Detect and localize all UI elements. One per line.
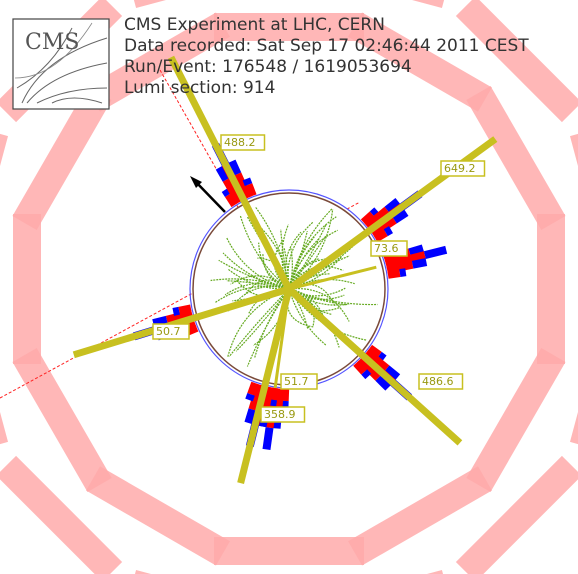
jet-label: 649.2 xyxy=(440,160,486,177)
lumi-section: Lumi section: 914 xyxy=(124,78,276,98)
svg-text:73.6: 73.6 xyxy=(374,242,399,255)
muon-chamber xyxy=(569,297,578,450)
track xyxy=(288,230,308,290)
track xyxy=(228,288,290,357)
muon-chamber xyxy=(537,214,565,364)
jet-label: 358.9 xyxy=(260,406,306,423)
muon-chamber xyxy=(214,537,364,565)
jet-label: 488.2 xyxy=(220,134,266,151)
muon-chamber xyxy=(569,128,578,281)
jet-line xyxy=(72,285,291,359)
jet-line xyxy=(167,55,293,291)
svg-text:486.6: 486.6 xyxy=(422,375,454,388)
muon-chamber xyxy=(466,86,566,230)
calo-tower xyxy=(387,268,407,279)
muon-chamber xyxy=(348,12,492,112)
track xyxy=(288,288,347,306)
jet-label: 486.6 xyxy=(418,373,464,390)
muon-chamber xyxy=(86,466,230,566)
calo-tower xyxy=(215,165,243,205)
calo-tower xyxy=(172,304,192,316)
jet-line xyxy=(288,265,377,291)
muon-chamber xyxy=(466,348,566,492)
track xyxy=(218,259,290,290)
track xyxy=(280,229,290,290)
track xyxy=(246,288,290,367)
muon-chamber xyxy=(128,0,281,9)
muon-chamber xyxy=(0,128,9,281)
recorded-date: Data recorded: Sat Sep 17 02:46:44 2011 … xyxy=(124,36,529,56)
calo-tower xyxy=(364,348,401,381)
svg-text:358.9: 358.9 xyxy=(264,408,296,421)
run-event: Run/Event: 176548 / 1619053694 xyxy=(124,57,412,77)
jet-label: 73.6 xyxy=(370,240,408,257)
calo-tower xyxy=(364,197,401,230)
met-arrow xyxy=(190,176,226,213)
jet-line xyxy=(286,286,463,446)
cms-logo-text: CMS xyxy=(25,30,80,55)
calo-tower xyxy=(357,356,391,391)
track xyxy=(288,235,327,290)
jet-labels: 488.2 649.2 73.6 50.7 51.7 358.9 486.6 xyxy=(152,134,486,423)
event-info: CMS Experiment at LHC, CERN Data recorde… xyxy=(124,15,574,99)
calo-tower xyxy=(370,209,409,238)
muon-chamber xyxy=(13,214,41,364)
calo-tower xyxy=(353,360,372,380)
jet-label: 50.7 xyxy=(152,323,190,340)
muon-chamber xyxy=(348,466,492,566)
muon-chamber xyxy=(0,455,123,574)
svg-text:488.2: 488.2 xyxy=(224,136,256,149)
experiment-title: CMS Experiment at LHC, CERN xyxy=(124,15,385,35)
track xyxy=(235,288,290,352)
muon-chamber xyxy=(297,569,450,574)
track xyxy=(288,288,340,348)
svg-text:51.7: 51.7 xyxy=(284,375,309,388)
muon-chamber xyxy=(128,569,281,574)
track xyxy=(288,229,338,290)
jet-line xyxy=(237,288,293,484)
track xyxy=(288,256,343,290)
muon-chamber xyxy=(455,0,578,123)
muon-chamber xyxy=(12,86,112,230)
muon-chamber xyxy=(455,455,578,574)
muon-chamber xyxy=(297,0,450,9)
muon-chamber xyxy=(86,12,230,112)
calo-tower xyxy=(242,177,257,198)
svg-text:649.2: 649.2 xyxy=(444,162,476,175)
muon-chamber xyxy=(0,297,9,450)
cms-logo-icon xyxy=(12,18,110,110)
muon-chamber xyxy=(12,348,112,492)
track xyxy=(288,237,320,290)
svg-text:50.7: 50.7 xyxy=(156,325,181,338)
jet-label: 51.7 xyxy=(280,373,318,390)
calo-tower xyxy=(245,381,259,402)
muon-chamber xyxy=(214,13,364,41)
cms-logo: CMS xyxy=(12,18,110,110)
calo-tower xyxy=(373,226,393,243)
